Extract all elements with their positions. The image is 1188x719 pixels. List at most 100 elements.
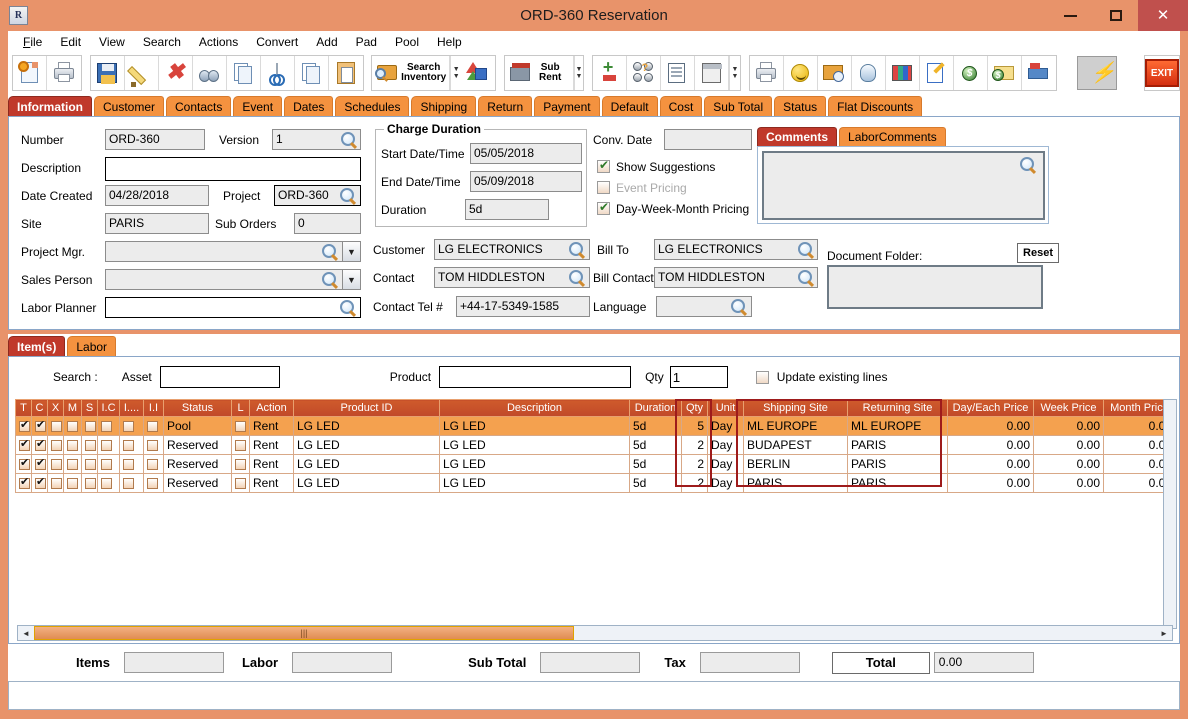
cell-ii[interactable] bbox=[143, 435, 164, 455]
cell-unit[interactable]: Day bbox=[707, 435, 744, 455]
cell-week-price[interactable]: 0.00 bbox=[1033, 473, 1104, 493]
cell-c[interactable] bbox=[31, 454, 48, 474]
labor-planner-field[interactable] bbox=[105, 297, 361, 318]
tab-labor-comments[interactable]: LaborComments bbox=[839, 127, 946, 146]
cell-l[interactable] bbox=[231, 454, 250, 474]
cell-qty[interactable]: 2 bbox=[681, 454, 708, 474]
menu-item-search[interactable]: Search bbox=[142, 34, 181, 49]
table-row[interactable]: Reserved Rent LG LED LG LED 5d 2 Day BUD… bbox=[15, 435, 1176, 455]
tab-status[interactable]: Status bbox=[774, 96, 827, 116]
labor-planner-search-icon[interactable] bbox=[340, 300, 354, 314]
tab-flat-discounts[interactable]: Flat Discounts bbox=[828, 96, 923, 116]
tab-comments[interactable]: Comments bbox=[757, 127, 838, 146]
scroll-right-button[interactable]: ► bbox=[1156, 626, 1172, 640]
cell-week-price[interactable]: 0.00 bbox=[1033, 435, 1104, 455]
customer-search-icon[interactable] bbox=[569, 242, 583, 256]
calendar-spinner[interactable]: ▼ ▼ bbox=[729, 56, 740, 90]
col-returning-site[interactable]: Returning Site bbox=[847, 399, 948, 417]
invoice-button[interactable]: $ bbox=[987, 56, 1022, 90]
print-button[interactable] bbox=[47, 56, 81, 90]
cell-ic[interactable] bbox=[97, 435, 120, 455]
bill-to-field[interactable]: LG ELECTRONICS bbox=[654, 239, 818, 260]
sales-person-search-icon[interactable] bbox=[322, 272, 336, 286]
cell-s[interactable] bbox=[81, 454, 98, 474]
cell-description[interactable]: LG LED bbox=[439, 416, 630, 436]
exit-button-wrap[interactable]: EXIT bbox=[1144, 56, 1179, 90]
cell-day-price[interactable]: 0.00 bbox=[947, 435, 1034, 455]
cell-action[interactable]: Rent bbox=[249, 435, 294, 455]
cell-m[interactable] bbox=[63, 454, 82, 474]
maximize-button[interactable] bbox=[1093, 0, 1138, 31]
cell-product-id[interactable]: LG LED bbox=[293, 454, 440, 474]
cell-ic[interactable] bbox=[97, 416, 120, 436]
product-input[interactable] bbox=[439, 366, 632, 388]
col-m[interactable]: M bbox=[63, 399, 82, 417]
cell-day-price[interactable]: 0.00 bbox=[947, 416, 1034, 436]
scroll-left-button[interactable]: ◄ bbox=[18, 626, 34, 640]
tab-shipping[interactable]: Shipping bbox=[411, 96, 477, 116]
cell-qty[interactable]: 2 bbox=[681, 435, 708, 455]
cell-status[interactable]: Reserved bbox=[163, 473, 232, 493]
col-unit[interactable]: Unit bbox=[707, 399, 744, 417]
customer-field[interactable]: LG ELECTRONICS bbox=[434, 239, 590, 260]
grid-horizontal-scrollbar[interactable]: ◄ ||| ► bbox=[17, 625, 1173, 641]
cell-returning-site[interactable]: PARIS bbox=[847, 435, 948, 455]
document-folder-field[interactable] bbox=[827, 265, 1043, 309]
cell-x[interactable] bbox=[47, 416, 64, 436]
menu-item-file[interactable]: File bbox=[23, 34, 43, 49]
cell-status[interactable]: Reserved bbox=[163, 435, 232, 455]
tab-default[interactable]: Default bbox=[601, 96, 658, 116]
cell-m[interactable] bbox=[63, 416, 82, 436]
cell-t[interactable] bbox=[15, 435, 32, 455]
project-mgr-dropdown[interactable]: ▼ bbox=[342, 241, 361, 262]
col-duration[interactable]: Duration bbox=[629, 399, 682, 417]
reset-button[interactable]: Reset bbox=[1017, 243, 1059, 263]
cell-x[interactable] bbox=[47, 473, 64, 493]
cell-s[interactable] bbox=[81, 435, 98, 455]
cell-shipping-site[interactable]: BERLIN bbox=[743, 454, 848, 474]
cell-returning-site[interactable]: PARIS bbox=[847, 454, 948, 474]
cell-x[interactable] bbox=[47, 454, 64, 474]
cell-day-price[interactable]: 0.00 bbox=[947, 473, 1034, 493]
cell-l[interactable] bbox=[231, 416, 250, 436]
col-i4[interactable]: I.... bbox=[119, 399, 144, 417]
cell-l[interactable] bbox=[231, 435, 250, 455]
cell-duration[interactable]: 5d bbox=[629, 454, 682, 474]
cell-i4[interactable] bbox=[119, 416, 144, 436]
cell-i4[interactable] bbox=[119, 435, 144, 455]
sales-person-dropdown[interactable]: ▼ bbox=[342, 269, 361, 290]
cell-description[interactable]: LG LED bbox=[439, 454, 630, 474]
cell-action[interactable]: Rent bbox=[249, 454, 294, 474]
project-field[interactable]: ORD-360 bbox=[274, 185, 361, 206]
comments-textarea[interactable] bbox=[762, 151, 1045, 220]
col-action[interactable]: Action bbox=[249, 399, 294, 417]
cell-unit[interactable]: Day bbox=[707, 416, 744, 436]
edit-button[interactable] bbox=[124, 56, 159, 90]
tab-dates[interactable]: Dates bbox=[284, 96, 334, 116]
tab-sub-total[interactable]: Sub Total bbox=[704, 96, 773, 116]
menu-item-pad[interactable]: Pad bbox=[355, 34, 377, 49]
cell-unit[interactable]: Day bbox=[707, 454, 744, 474]
cell-action[interactable]: Rent bbox=[249, 473, 294, 493]
calendar-button[interactable] bbox=[695, 56, 730, 90]
menu-item-convert[interactable]: Convert bbox=[256, 34, 299, 49]
money-fast-button[interactable]: $ bbox=[953, 56, 988, 90]
menu-item-view[interactable]: View bbox=[99, 34, 125, 49]
language-field[interactable] bbox=[656, 296, 752, 317]
notes-button[interactable] bbox=[661, 56, 696, 90]
copy-button[interactable] bbox=[294, 56, 329, 90]
transfer-button[interactable] bbox=[461, 56, 496, 90]
close-button[interactable]: ✕ bbox=[1138, 0, 1188, 31]
add-remove-button[interactable]: + bbox=[593, 56, 628, 90]
cell-i4[interactable] bbox=[119, 454, 144, 474]
project-mgr-search-icon[interactable] bbox=[322, 244, 336, 258]
cell-s[interactable] bbox=[81, 473, 98, 493]
date-created-field[interactable]: 04/28/2018 bbox=[105, 185, 209, 206]
menu-item-help[interactable]: Help bbox=[437, 34, 462, 49]
project-search-icon[interactable] bbox=[340, 188, 354, 202]
find-button[interactable] bbox=[192, 56, 227, 90]
bill-to-search-icon[interactable] bbox=[798, 242, 812, 256]
cell-duration[interactable]: 5d bbox=[629, 435, 682, 455]
tab-items[interactable]: Item(s) bbox=[8, 336, 66, 356]
cell-action[interactable]: Rent bbox=[249, 416, 294, 436]
